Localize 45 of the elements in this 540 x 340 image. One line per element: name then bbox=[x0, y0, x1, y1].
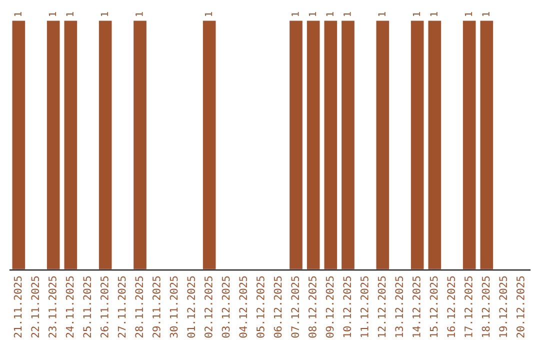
x-tick-label: 24.11.2025 bbox=[66, 276, 74, 338]
data-label: 1 bbox=[464, 12, 472, 16]
data-label: 1 bbox=[344, 12, 351, 16]
x-tick-label: 26.11.2025 bbox=[100, 276, 108, 338]
x-tick-label: 17.12.2025 bbox=[464, 276, 472, 338]
data-label: 1 bbox=[412, 12, 420, 16]
x-tick-label: 23.11.2025 bbox=[48, 276, 56, 338]
x-tick-label: 30.11.2025 bbox=[170, 276, 178, 338]
x-tick-label: 05.12.2025 bbox=[256, 276, 264, 338]
data-label: 1 bbox=[136, 12, 143, 16]
x-tick-label: 20.12.2025 bbox=[516, 276, 524, 338]
x-tick-label: 12.12.2025 bbox=[378, 276, 386, 338]
x-tick-label: 13.12.2025 bbox=[395, 276, 404, 338]
x-tick-label: 01.12.2025 bbox=[187, 276, 196, 338]
data-label: 1 bbox=[378, 12, 386, 16]
data-label: 1 bbox=[326, 12, 334, 16]
x-tick-label: 06.12.2025 bbox=[274, 276, 282, 338]
x-tick-label: 25.11.2025 bbox=[83, 276, 92, 338]
x-tick-label: 28.11.2025 bbox=[135, 276, 144, 338]
data-label: 1 bbox=[308, 12, 316, 16]
x-tick-label: 10.12.2025 bbox=[343, 276, 352, 338]
x-tick-label: 27.11.2025 bbox=[118, 276, 126, 338]
data-label: 1 bbox=[482, 12, 490, 16]
x-tick-label: 02.12.2025 bbox=[204, 276, 212, 338]
x-tick-label: 19.12.2025 bbox=[499, 276, 508, 338]
data-label: 1 bbox=[14, 12, 22, 16]
x-tick-label: 08.12.2025 bbox=[308, 276, 316, 338]
x-tick-label: 11.12.2025 bbox=[360, 276, 368, 338]
x-tick-label: 29.11.2025 bbox=[152, 276, 160, 338]
x-tick-label: 09.12.2025 bbox=[326, 276, 334, 338]
x-tick-label: 14.12.2025 bbox=[412, 276, 420, 338]
data-label: 1 bbox=[292, 12, 299, 16]
x-tick-label: 16.12.2025 bbox=[447, 276, 456, 338]
x-tick-label: 18.12.2025 bbox=[482, 276, 490, 338]
data-label: 1 bbox=[430, 12, 438, 16]
data-label: 1 bbox=[204, 12, 212, 16]
x-tick-label: 15.12.2025 bbox=[430, 276, 438, 338]
data-label: 1 bbox=[48, 12, 56, 16]
x-tick-label: 22.11.2025 bbox=[31, 276, 40, 338]
x-tick-label: 03.12.2025 bbox=[222, 276, 230, 338]
x-tick-label: 04.12.2025 bbox=[239, 276, 248, 338]
data-label: 1 bbox=[66, 12, 74, 16]
data-label: 1 bbox=[100, 12, 108, 16]
x-tick-label: 07.12.2025 bbox=[291, 276, 300, 338]
x-tick-label: 21.11.2025 bbox=[14, 276, 22, 338]
